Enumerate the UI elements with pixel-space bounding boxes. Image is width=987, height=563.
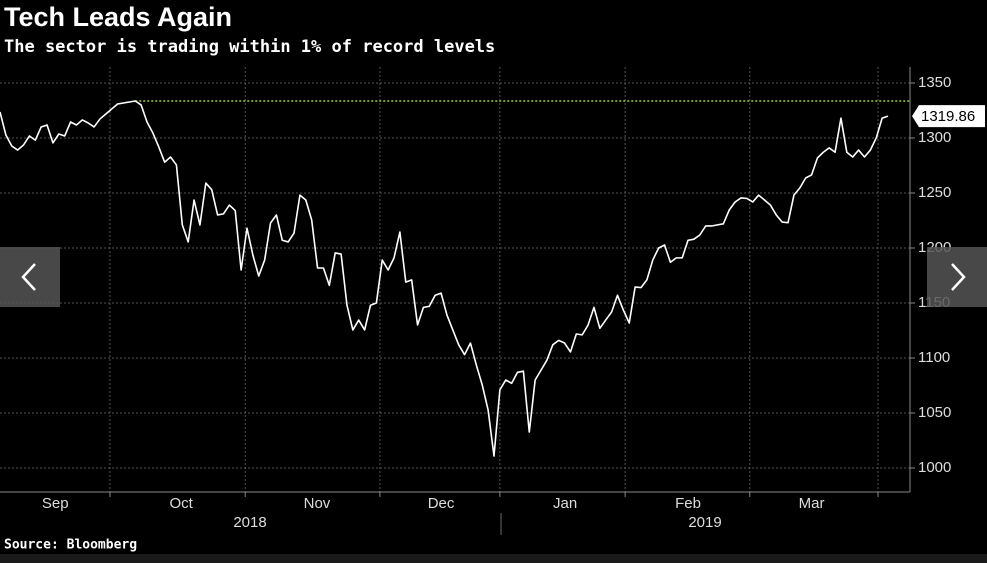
x-tick-label: Mar — [799, 495, 825, 512]
prev-arrow[interactable] — [21, 263, 36, 291]
next-button-bg[interactable] — [927, 247, 987, 307]
year-label: 2018 — [233, 514, 266, 531]
next-arrow[interactable] — [951, 263, 966, 291]
year-label: 2019 — [688, 514, 721, 531]
x-tick-label: Nov — [304, 495, 331, 512]
x-tick-label: Sep — [42, 495, 69, 512]
prev-button-bg[interactable] — [0, 247, 60, 307]
y-tick-label: 1300 — [918, 129, 951, 146]
footer-strip — [0, 554, 987, 563]
source: Source: Bloomberg — [4, 538, 137, 553]
x-tick-label: Oct — [169, 495, 193, 512]
last-value-box — [912, 105, 985, 128]
y-tick-label: 1350 — [918, 74, 951, 91]
last-value-label: 1319.86 — [921, 108, 975, 125]
plot-area: 10001050110011501200125013001350SepOctNo… — [0, 67, 985, 535]
y-tick-label: 1250 — [918, 184, 951, 201]
x-tick-label: Jan — [553, 495, 577, 512]
chart-subtitle: The sector is trading within 1% of recor… — [4, 37, 495, 57]
chart-title: Tech Leads Again — [4, 2, 232, 32]
y-tick-label: 1100 — [918, 349, 950, 366]
x-tick-label: Feb — [675, 495, 701, 512]
next-button[interactable] — [927, 247, 987, 307]
y-tick-label: 1000 — [918, 459, 951, 476]
x-tick-label: Dec — [428, 495, 455, 512]
prev-button[interactable] — [0, 247, 60, 307]
y-tick-label: 1050 — [918, 404, 951, 421]
series-line — [0, 100, 889, 457]
